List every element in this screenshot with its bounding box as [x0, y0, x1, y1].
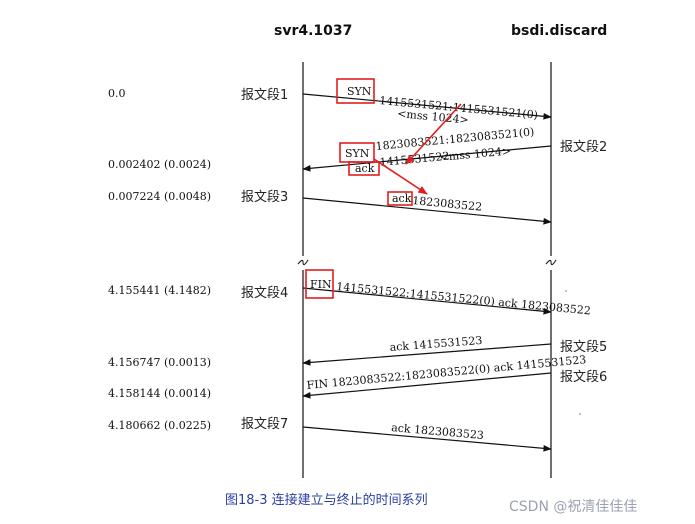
segment-label-6: 报文段6	[560, 370, 607, 385]
arrow-segment-3	[302, 197, 552, 225]
highlight-boxes	[305, 78, 413, 299]
time-label-3: 0.007224 (0.0048)	[108, 190, 211, 203]
arrow-segment-5	[302, 343, 552, 366]
segment-label-1: 报文段1	[241, 88, 288, 103]
arrow-segment-7	[302, 426, 552, 452]
segment-1-flag: SYN	[347, 85, 372, 98]
segment-3-ack: ack	[392, 192, 412, 205]
host-left-label: svr4.1037	[274, 23, 352, 39]
segment-3-acknum: 1823083522	[412, 194, 483, 214]
watermark: CSDN @祝清佳佳佳	[509, 499, 637, 515]
annotation-arrow-syn-to-ack	[373, 158, 428, 195]
arrow-segment-4	[302, 287, 552, 315]
time-label-6: 4.158144 (0.0014)	[108, 387, 211, 400]
segment-2-flag: SYN	[345, 147, 370, 160]
segment-4-flag: FIN	[310, 278, 332, 291]
speck-1	[565, 290, 567, 292]
segment-label-3: 报文段3	[241, 190, 288, 205]
figure-caption: 图18-3 连接建立与终止的时间系列	[225, 492, 428, 508]
time-label-1: 0.0	[108, 87, 126, 100]
segment-label-4: 报文段4	[241, 286, 288, 301]
right-timeline	[545, 62, 557, 478]
arrow-segment-6	[302, 372, 552, 399]
segment-label-5: 报文段5	[560, 340, 607, 355]
segment-2-option: <mss 1024>	[439, 144, 512, 164]
annotation-arrow-seq-to-ack	[405, 103, 462, 165]
segment-5-text: ack 1415531523	[389, 334, 483, 354]
time-label-5: 4.156747 (0.0013)	[108, 356, 211, 369]
highlight-box-ack-2	[348, 161, 380, 176]
highlight-box-syn-1	[336, 78, 375, 104]
host-right-label: bsdi.discard	[511, 23, 607, 39]
time-label-4: 4.155441 (4.1482)	[108, 284, 211, 297]
segment-2-ack: ack	[355, 162, 375, 175]
time-label-7: 4.180662 (0.0225)	[108, 419, 211, 432]
highlight-box-fin-4	[305, 269, 334, 299]
segment-4-seq: 1415531522:1415531522(0) ack 1823083522	[336, 280, 592, 317]
segment-label-2: 报文段2	[560, 140, 607, 155]
highlight-box-ack-3	[387, 191, 413, 206]
segment-label-7: 报文段7	[241, 417, 288, 432]
speck-2	[579, 413, 581, 415]
arrow-segment-1	[302, 93, 552, 120]
arrow-segment-2	[302, 145, 552, 172]
time-label-2: 0.002402 (0.0024)	[108, 158, 211, 171]
